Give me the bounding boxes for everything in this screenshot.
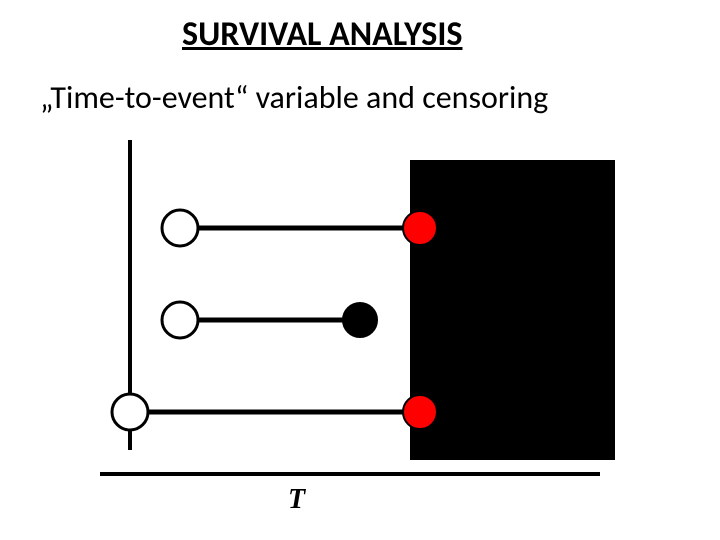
x-axis-label: T [288, 484, 305, 516]
diagram-svg [100, 140, 620, 500]
survival-diagram: T [100, 140, 620, 500]
page-title: SURVIVAL ANALYSIS [182, 14, 462, 55]
page-subtitle: „Time-to-event“ variable and censoring [40, 78, 548, 117]
